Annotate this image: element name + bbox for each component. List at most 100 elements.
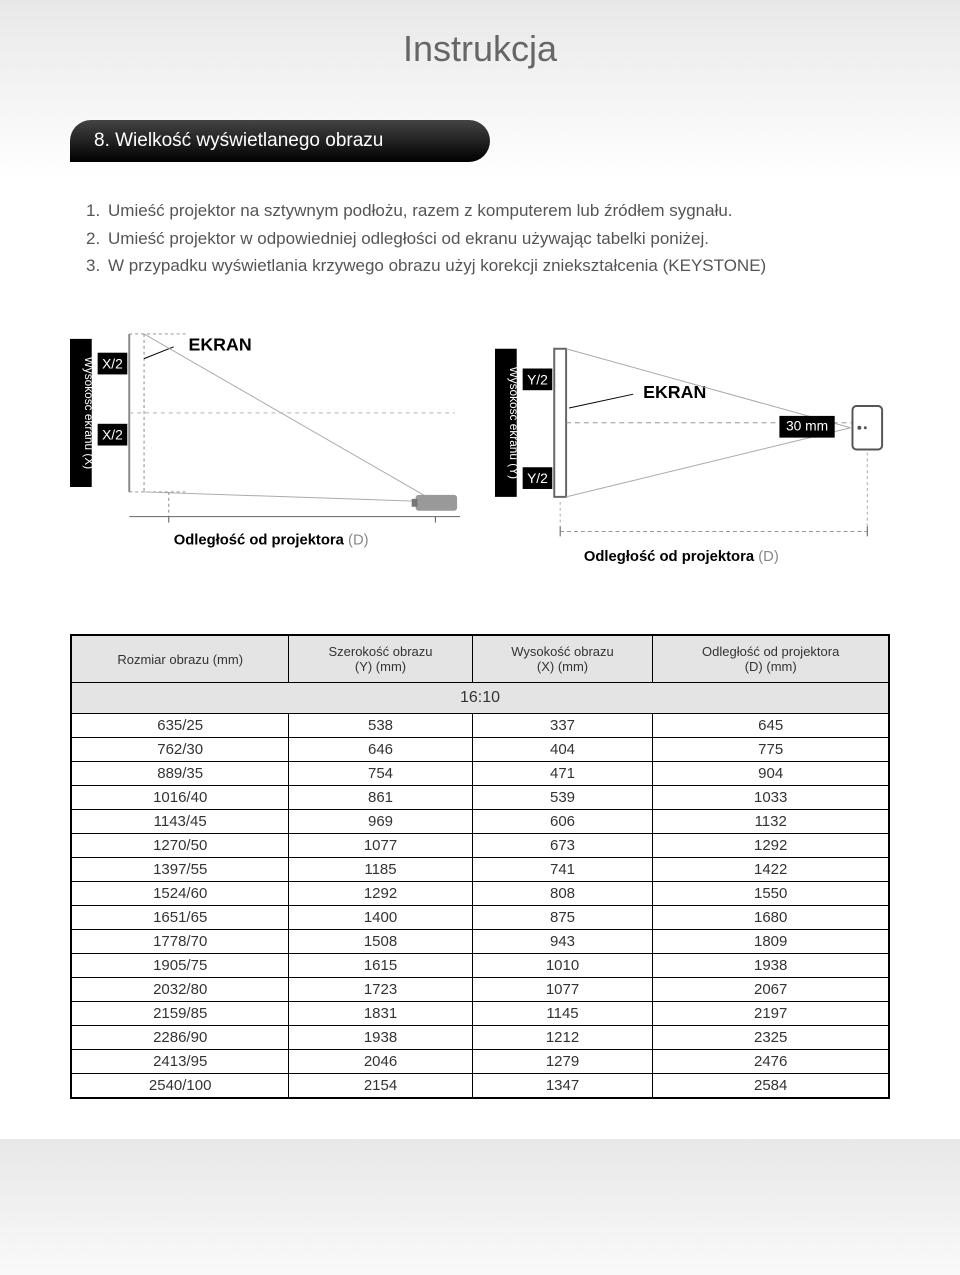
table-cell: 1809 [653,930,889,954]
table-cell: 969 [289,810,472,834]
list-item-number: 3. [86,253,108,279]
table-cell: 2032/80 [71,978,289,1002]
table-cell: 741 [472,858,653,882]
list-item: 1.Umieść projektor na sztywnym podłożu, … [86,198,890,224]
table-cell: 2325 [653,1026,889,1050]
table-cell: 1831 [289,1002,472,1026]
table-column-header: Wysokość obrazu(X) (mm) [472,635,653,683]
table-cell: 1016/40 [71,786,289,810]
table-cell: 1143/45 [71,810,289,834]
table-cell: 2046 [289,1050,472,1074]
table-cell: 471 [472,762,653,786]
table-cell: 1550 [653,882,889,906]
table-cell: 1524/60 [71,882,289,906]
table-cell: 538 [289,714,472,738]
table-cell: 754 [289,762,472,786]
ekran-label-left: EKRAN [189,334,252,354]
table-cell: 943 [472,930,653,954]
table-row: 1143/459696061132 [71,810,889,834]
table-cell: 1270/50 [71,834,289,858]
list-item-text: Umieść projektor na sztywnym podłożu, ra… [108,198,733,224]
list-item-text: W przypadku wyświetlania krzywego obrazu… [108,253,766,279]
table-row: 1905/75161510101938 [71,954,889,978]
table-cell: 1077 [289,834,472,858]
caption-left-bold: Odległość od projektora [174,532,345,548]
table-cell: 775 [653,738,889,762]
table-cell: 1077 [472,978,653,1002]
table-cell: 1615 [289,954,472,978]
list-item-number: 1. [86,198,108,224]
table-row: 2159/85183111452197 [71,1002,889,1026]
svg-text:Odległość od projektora: Odległość od projektora (D) [584,549,779,565]
table-cell: 1212 [472,1026,653,1050]
diagram-side-view: Wysokość ekranu (Y) Y/2 Y/2 EKRAN 30 mm [495,329,890,591]
table-row: 1524/6012928081550 [71,882,889,906]
table-column-header: Szerokość obrazu(Y) (mm) [289,635,472,683]
list-item: 3.W przypadku wyświetlania krzywego obra… [86,253,890,279]
table-cell: 1292 [653,834,889,858]
list-item-number: 2. [86,226,108,252]
caption-right-light: (D) [758,549,779,565]
table-cell: 635/25 [71,714,289,738]
table-cell: 861 [289,786,472,810]
content-area: 8. Wielkość wyświetlanego obrazu 1.Umieś… [0,120,960,1099]
table-cell: 404 [472,738,653,762]
x-half-top: X/2 [102,355,123,371]
table-row: 2032/80172310772067 [71,978,889,1002]
table-row: 1397/5511857411422 [71,858,889,882]
offset-label: 30 mm [786,417,828,433]
section-header: 8. Wielkość wyświetlanego obrazu [70,120,490,162]
table-cell: 875 [472,906,653,930]
table-cell: 1508 [289,930,472,954]
table-cell: 2067 [653,978,889,1002]
table-row: 889/35754471904 [71,762,889,786]
table-cell: 2476 [653,1050,889,1074]
table-cell: 2540/100 [71,1074,289,1099]
table-cell: 1397/55 [71,858,289,882]
v-axis-label-left: Wysokość ekranu (X) [82,356,96,468]
table-cell: 904 [653,762,889,786]
table-column-header: Odległość od projektora(D) (mm) [653,635,889,683]
page-title: Instrukcja [0,0,960,120]
caption-left-light: (D) [348,532,369,548]
table-cell: 2154 [289,1074,472,1099]
instruction-list: 1.Umieść projektor na sztywnym podłożu, … [70,198,890,279]
table-row: 2413/95204612792476 [71,1050,889,1074]
table-cell: 337 [472,714,653,738]
table-header-row: Rozmiar obrazu (mm)Szerokość obrazu(Y) (… [71,635,889,683]
table-cell: 645 [653,714,889,738]
table-cell: 539 [472,786,653,810]
diagram-front-view: Wysokość ekranu (X) X/2 X/2 EKRAN [70,329,465,591]
diagrams-row: Wysokość ekranu (X) X/2 X/2 EKRAN [70,329,890,591]
table-cell: 808 [472,882,653,906]
table-cell: 2197 [653,1002,889,1026]
table-cell: 2286/90 [71,1026,289,1050]
table-cell: 646 [289,738,472,762]
caption-right-bold: Odległość od projektora [584,549,755,565]
table-cell: 1723 [289,978,472,1002]
table-cell: 1778/70 [71,930,289,954]
table-cell: 2584 [653,1074,889,1099]
y-half-top: Y/2 [527,371,548,387]
table-cell: 1185 [289,858,472,882]
table-cell: 1422 [653,858,889,882]
table-cell: 606 [472,810,653,834]
table-cell: 1938 [289,1026,472,1050]
table-cell: 1651/65 [71,906,289,930]
table-cell: 2159/85 [71,1002,289,1026]
aspect-ratio: 16:10 [71,683,889,714]
x-half-bottom: X/2 [102,426,123,442]
v-axis-label-right: Wysokość ekranu (Y) [507,366,521,478]
table-cell: 1347 [472,1074,653,1099]
table-cell: 1132 [653,810,889,834]
table-column-header: Rozmiar obrazu (mm) [71,635,289,683]
table-row: 1016/408615391033 [71,786,889,810]
y-half-bottom: Y/2 [527,470,548,486]
table-cell: 1033 [653,786,889,810]
list-item-text: Umieść projektor w odpowiedniej odległoś… [108,226,709,252]
table-row: 2286/90193812122325 [71,1026,889,1050]
table-cell: 1680 [653,906,889,930]
list-item: 2.Umieść projektor w odpowiedniej odległ… [86,226,890,252]
table-cell: 673 [472,834,653,858]
svg-text:Odległość od projektora: Odległość od projektora (D) [174,532,369,548]
